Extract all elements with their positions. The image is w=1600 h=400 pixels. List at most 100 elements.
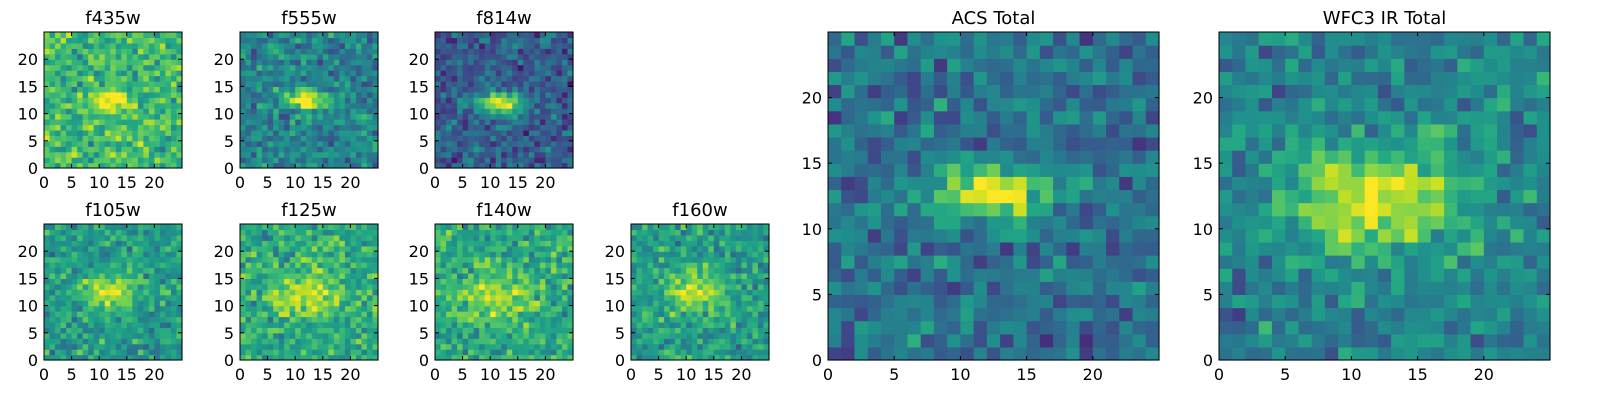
heatmap-cell [355,311,363,318]
heatmap-cell [245,32,252,39]
heatmap-cell [143,113,150,120]
heatmap-cell [539,289,546,296]
heatmap-cell [322,97,329,104]
heatmap-cell [306,129,313,136]
heatmap-cell [495,140,502,147]
heatmap-cell [457,42,464,49]
heatmap-cell [66,229,73,236]
heatmap-cell [741,332,748,339]
heatmap-cell [484,267,491,274]
heatmap-cell [561,332,569,339]
heatmap-cell [159,300,167,307]
heatmap-cell [355,240,363,247]
heatmap-cell [907,333,922,348]
heatmap-cell [647,267,654,274]
heatmap-cell [512,311,519,318]
heatmap-cell [501,311,508,318]
heatmap-cell [284,278,291,285]
heatmap-cell [451,70,458,77]
heatmap-cell [973,333,988,348]
heatmap-cell [121,289,128,296]
heatmap-cell [55,75,62,82]
heatmap-cell [333,37,340,44]
heatmap-cell [284,311,291,318]
heatmap-cell [328,289,335,296]
heatmap-cell [440,97,447,104]
heatmap-cell [1066,333,1081,348]
heatmap-cell [256,59,263,66]
heatmap-cell [165,59,172,66]
heatmap-cell [273,91,280,98]
heatmap-cell [854,307,869,322]
heatmap-cell [176,91,183,98]
heatmap-cell [366,102,374,109]
heatmap-cell [333,119,340,126]
heatmap-cell [55,162,62,169]
heatmap-cell [251,53,258,60]
heatmap-cell [284,240,291,247]
heatmap-cell [143,327,150,334]
heatmap-cell [71,332,78,339]
heatmap-cell [328,327,335,334]
heatmap-cell [322,272,329,279]
heatmap-cell [306,37,313,44]
heatmap-cell [920,294,935,309]
heatmap-cell [350,119,357,126]
heatmap-cell [435,256,442,263]
heatmap-cell [49,129,56,136]
heatmap-cell [512,124,519,131]
heatmap-cell [669,349,676,356]
heatmap-cell [44,42,51,49]
heatmap-cell [451,42,458,49]
heatmap-cell [920,176,935,191]
heatmap-cell [479,102,486,109]
heatmap-cell [240,59,247,66]
heatmap-cell [311,321,318,328]
heatmap-cell [523,64,530,71]
heatmap-cell [561,300,569,307]
heatmap-cell [686,283,693,290]
heatmap-cell [295,349,302,356]
heatmap-cell [322,42,329,49]
heatmap-cell [366,32,374,39]
heatmap-cell [176,316,183,323]
heatmap-cell [713,300,720,307]
heatmap-cell [121,70,128,77]
heatmap-cell [350,240,357,247]
heatmap-cell [691,251,698,258]
heatmap-cell [702,234,709,241]
heatmap-cell [506,53,513,60]
heatmap-cell [664,305,671,312]
heatmap-cell [545,300,552,307]
heatmap-cell [245,135,252,142]
heatmap-cell [355,113,363,120]
heatmap-cell [77,256,84,263]
heatmap-cell [366,300,374,307]
heatmap-cell [328,75,335,82]
heatmap-cell [567,289,574,296]
heatmap-cell [907,294,922,309]
heatmap-cell [517,234,524,241]
heatmap-cell [267,224,274,231]
heatmap-cell [719,267,726,274]
heatmap-cell [110,349,117,356]
heatmap-cell [372,283,379,290]
heatmap-cell [523,305,530,312]
heatmap-cell [339,327,346,334]
heatmap-cell [636,229,643,236]
heatmap-cell [339,64,346,71]
heatmap-cell [350,332,357,339]
heatmap-cell [361,59,368,66]
heatmap-cell [719,262,726,269]
heatmap-cell [446,256,453,263]
heatmap-cell [550,64,558,71]
heatmap-cell [251,321,258,328]
heatmap-cell [165,140,172,147]
heatmap-cell [317,283,324,290]
heatmap-cell [867,268,882,282]
heatmap-cell [295,91,302,98]
heatmap-cell [126,42,133,49]
heatmap-cell [333,349,340,356]
heatmap-cell [295,146,302,153]
heatmap-cell [947,320,961,335]
